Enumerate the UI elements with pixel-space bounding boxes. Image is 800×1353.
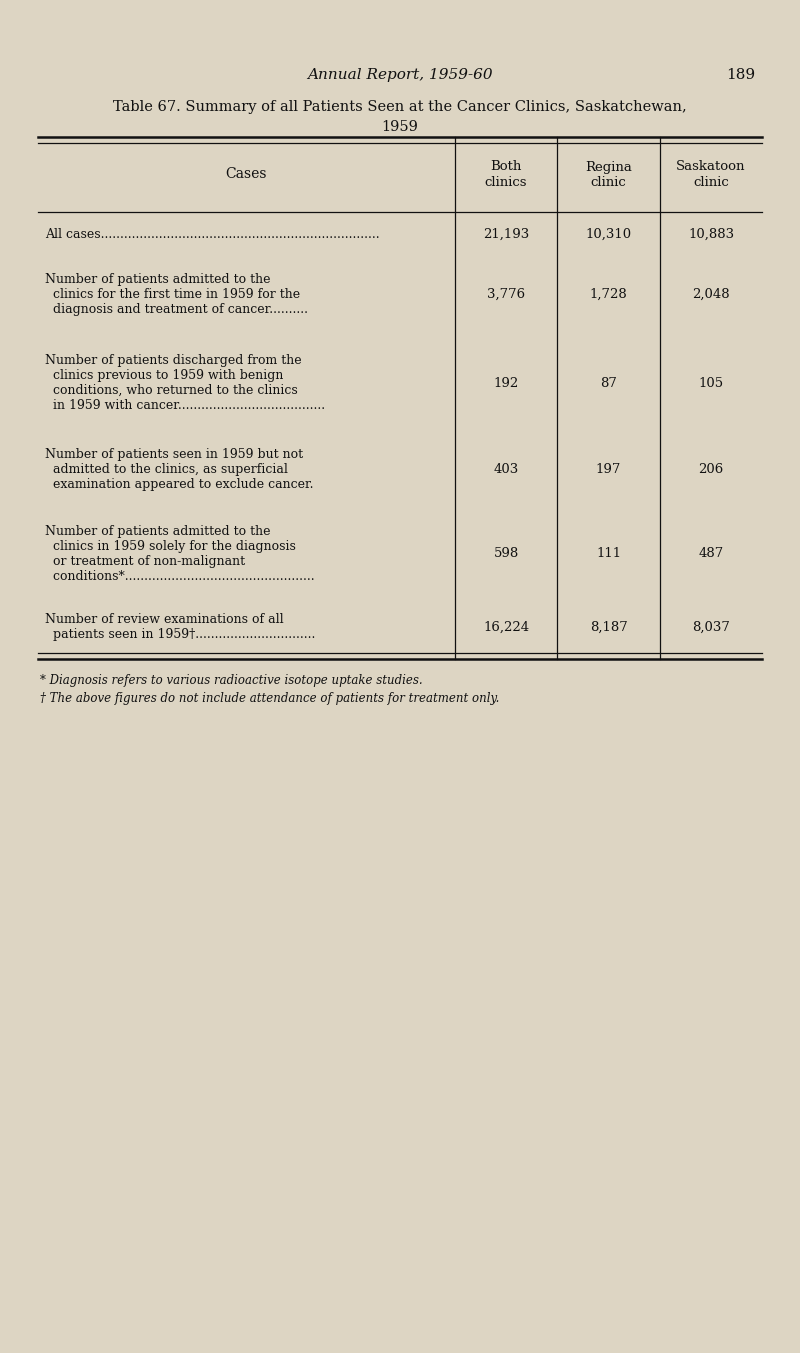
Text: 10,883: 10,883 (688, 227, 734, 241)
Text: 10,310: 10,310 (586, 227, 631, 241)
Text: 197: 197 (596, 463, 621, 476)
Text: Annual Report, 1959-60: Annual Report, 1959-60 (307, 68, 493, 83)
Text: Number of patients discharged from the
  clinics previous to 1959 with benign
  : Number of patients discharged from the c… (45, 354, 325, 413)
Text: 21,193: 21,193 (483, 227, 529, 241)
Text: Table 67. Summary of all Patients Seen at the Cancer Clinics, Saskatchewan,: Table 67. Summary of all Patients Seen a… (113, 100, 687, 114)
Text: 8,187: 8,187 (590, 621, 627, 633)
Text: 8,037: 8,037 (692, 621, 730, 633)
Text: 87: 87 (600, 376, 617, 390)
Text: 189: 189 (726, 68, 755, 83)
Text: Cases: Cases (226, 168, 267, 181)
Text: Number of review examinations of all
  patients seen in 1959†...................: Number of review examinations of all pat… (45, 613, 315, 641)
Text: 105: 105 (698, 376, 723, 390)
Text: All cases.......................................................................: All cases...............................… (45, 227, 380, 241)
Text: 1,728: 1,728 (590, 288, 627, 300)
Text: Both
clinics: Both clinics (485, 161, 527, 188)
Text: 3,776: 3,776 (487, 288, 525, 300)
Text: * Diagnosis refers to various radioactive isotope uptake studies.: * Diagnosis refers to various radioactiv… (40, 674, 422, 687)
Text: 206: 206 (698, 463, 724, 476)
Text: † The above figures do not include attendance of patients for treatment only.: † The above figures do not include atten… (40, 691, 499, 705)
Text: Saskatoon
clinic: Saskatoon clinic (676, 161, 746, 188)
Text: 403: 403 (494, 463, 518, 476)
Text: 111: 111 (596, 547, 621, 560)
Text: Number of patients seen in 1959 but not
  admitted to the clinics, as superficia: Number of patients seen in 1959 but not … (45, 448, 314, 491)
Text: Number of patients admitted to the
  clinics in 1959 solely for the diagnosis
  : Number of patients admitted to the clini… (45, 525, 314, 583)
Text: 192: 192 (494, 376, 518, 390)
Text: 1959: 1959 (382, 120, 418, 134)
Text: 16,224: 16,224 (483, 621, 529, 633)
Text: Number of patients admitted to the
  clinics for the first time in 1959 for the
: Number of patients admitted to the clini… (45, 273, 308, 317)
Text: Regina
clinic: Regina clinic (585, 161, 632, 188)
Text: 598: 598 (494, 547, 518, 560)
Text: 487: 487 (698, 547, 724, 560)
Text: 2,048: 2,048 (692, 288, 730, 300)
